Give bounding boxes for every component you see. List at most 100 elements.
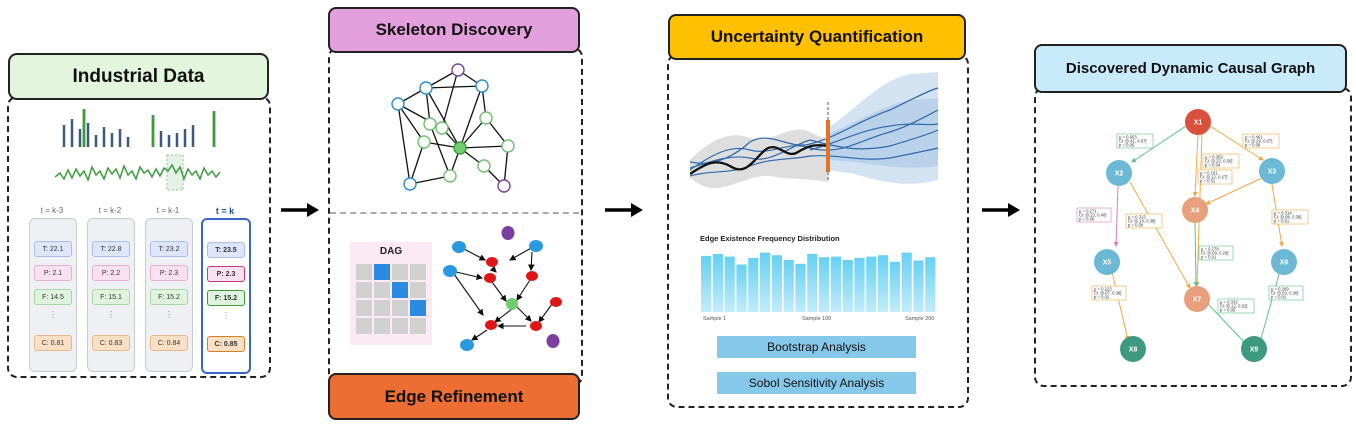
node-x6	[1271, 249, 1297, 275]
node-x2-label: X2	[1115, 171, 1124, 178]
edge-label-8-1: μ = 0.314	[1274, 211, 1292, 216]
pressure-cell: P: 2.3	[207, 266, 245, 282]
pressure-cell: P: 2.2	[92, 265, 130, 281]
frequency-bar	[736, 264, 747, 312]
edge-label-3-3: p = 0.04	[1205, 163, 1221, 168]
time-label-k2: t = k-2	[98, 206, 122, 215]
edge-label-1-2: CI: [0.41, 0.87]	[1119, 139, 1146, 144]
node-x1	[1185, 109, 1211, 135]
concentration-cell: C: 0.81	[34, 335, 72, 351]
ellipsis: ⋮	[165, 310, 173, 319]
dag-label: DAG	[379, 246, 403, 257]
edge-label-9-3: p = 0.02	[1094, 295, 1110, 300]
node-x9	[1241, 336, 1267, 362]
pressure-cell: P: 2.1	[34, 265, 72, 281]
time-label-k: t = k	[215, 206, 235, 216]
edge-label-6-3: p = 0.00	[1128, 223, 1144, 228]
flow-arrow-2	[605, 203, 643, 217]
time-label-k1: t = k-1	[156, 206, 180, 215]
edge-label-11-2: CI: [0.03, 0.30]	[1271, 291, 1298, 296]
section-divider	[330, 212, 579, 214]
edge-label-11-3: p = 0.01	[1271, 295, 1287, 300]
node-x1-label: X1	[1194, 120, 1203, 127]
pressure-cell: P: 2.3	[150, 265, 188, 281]
sensor-signals-graphic	[54, 109, 221, 191]
concentration-cell: C: 0.85	[207, 336, 245, 352]
edge-label-8-2: CI: [0.08, 0.38]	[1274, 215, 1301, 220]
time-column-k: T: 23.5 P: 2.3 F: 15.2 ⋮ C: 0.85	[201, 218, 251, 374]
node-x5-label: X5	[1103, 260, 1112, 267]
bootstrap-analysis-label: Bootstrap Analysis	[717, 336, 916, 358]
uncertainty-header: Uncertainty Quantification	[668, 14, 966, 60]
causal-graph-panel	[1034, 87, 1352, 387]
frequency-bar	[901, 252, 912, 312]
frequency-bar	[760, 252, 771, 312]
frequency-bar	[842, 259, 853, 312]
time-column-k2: T: 22.8 P: 2.2 F: 15.1 ⋮ C: 0.83	[87, 218, 135, 372]
flow-cell: F: 15.2	[207, 290, 245, 306]
temperature-cell: T: 23.2	[150, 241, 188, 257]
uncertainty-band-plot	[690, 72, 939, 189]
edge-label-2-3: p = 0.09	[1245, 143, 1261, 148]
edge-label-11-1: μ = 0.209	[1271, 287, 1289, 292]
x-tick-label-3: Sample 200	[905, 316, 935, 322]
edge-frequency-bar-chart	[701, 252, 936, 312]
frequency-bar	[819, 257, 830, 312]
frequency-bar	[748, 257, 759, 312]
edge-label-2-1: μ = 0.461	[1245, 135, 1263, 140]
edge-label-10-1: μ = 0.332	[1220, 300, 1238, 305]
skeleton-graph	[391, 63, 515, 193]
frequency-bar	[878, 255, 889, 312]
frequency-bar	[913, 260, 924, 312]
concentration-cell: C: 0.83	[92, 335, 130, 351]
edge-label-8-3: p = 0.01	[1274, 219, 1290, 224]
node-x6-label: X6	[1280, 260, 1289, 267]
ellipsis: ⋮	[49, 310, 57, 319]
flow-arrow-3	[982, 203, 1020, 217]
flow-cell: F: 14.5	[34, 289, 72, 305]
edge-label-6-1: μ = 0.313	[1128, 215, 1146, 220]
frequency-bar	[795, 263, 806, 312]
edge-label-4-3: p = 0.01	[1200, 179, 1216, 184]
frequency-bar	[771, 255, 782, 312]
edge-label-7-2: CI: [0.09, 0.29]	[1201, 251, 1228, 256]
frequency-bar	[724, 256, 735, 312]
node-x4-label: X4	[1191, 208, 1200, 215]
edge-label-9-1: μ = 0.223	[1094, 287, 1112, 292]
sobol-sensitivity-analysis-label: Sobol Sensitivity Analysis	[717, 372, 916, 394]
refined-dag-graph	[443, 226, 562, 351]
frequency-bar	[925, 257, 936, 312]
ellipsis: ⋮	[222, 311, 230, 320]
time-label-k3: t = k-3	[40, 206, 64, 215]
frequency-bar	[854, 257, 865, 312]
edge-label-5-1: μ = 0.271	[1079, 209, 1097, 214]
frequency-bar	[712, 253, 723, 312]
node-x3	[1259, 158, 1285, 184]
edge-label-3-2: CI: [0.22, 0.56]	[1205, 159, 1232, 164]
edge-refinement-header: Edge Refinement	[328, 373, 580, 420]
edge-label-6-2: CI: [0.14, 0.38]	[1128, 219, 1155, 224]
frequency-bar	[830, 256, 841, 312]
edge-label-5-2: CI: [0.13, 0.40]	[1079, 213, 1106, 218]
frequency-bar	[783, 259, 794, 312]
edge-label-5-3: p = 0.06	[1079, 217, 1095, 222]
node-x8	[1120, 336, 1146, 362]
edge-label-10-3: p = 0.05	[1220, 308, 1236, 313]
edge-label-4-2: CI: [0.12, 0.27]	[1200, 175, 1227, 180]
chart-title: Edge Existence Frequency Distribution	[700, 234, 840, 243]
flow-cell: F: 15.2	[150, 289, 188, 305]
node-x4	[1182, 197, 1208, 223]
node-x9-label: X9	[1250, 347, 1259, 354]
edge-label-1-3: p = 0.05	[1119, 143, 1135, 148]
temperature-cell: T: 22.1	[34, 241, 72, 257]
time-column-k1: T: 23.2 P: 2.3 F: 15.2 ⋮ C: 0.84	[145, 218, 193, 372]
temperature-cell: T: 22.8	[92, 241, 130, 257]
frequency-bar	[889, 261, 900, 312]
skeleton-discovery-header: Skeleton Discovery	[328, 7, 580, 53]
frequency-bar	[807, 253, 818, 312]
edge-label-7-3: p = 0.01	[1201, 255, 1217, 260]
node-x7	[1184, 286, 1210, 312]
edge-label-10-2: CI: [0.12, 0.52]	[1220, 304, 1247, 309]
node-x3-label: X3	[1268, 169, 1277, 176]
node-x7-label: X7	[1193, 297, 1202, 304]
